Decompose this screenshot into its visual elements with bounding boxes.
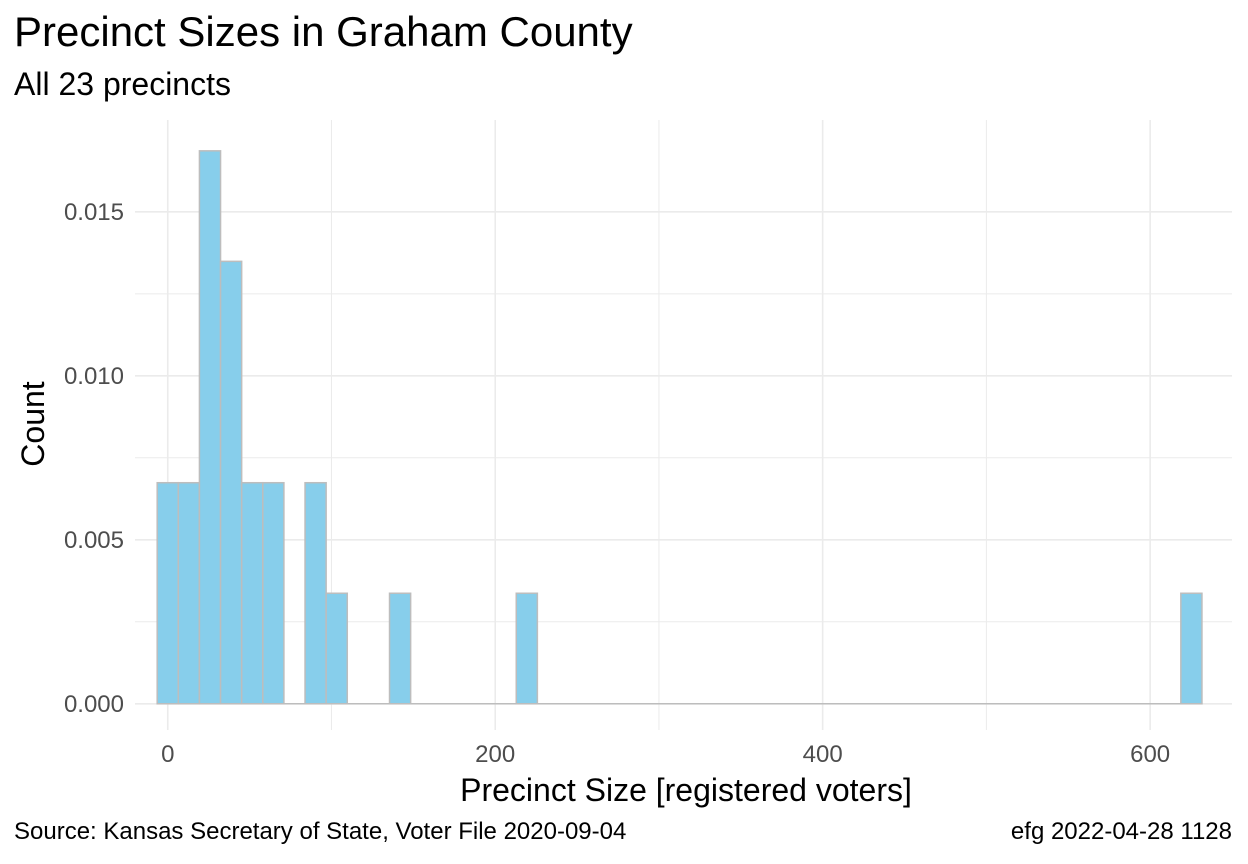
histogram-bar [198, 150, 222, 705]
chart-subtitle: All 23 precincts [14, 66, 231, 102]
y-tick-label: 0.015 [64, 199, 124, 226]
histogram-bar [304, 481, 327, 705]
source-caption: Source: Kansas Secretary of State, Voter… [14, 818, 627, 845]
chart-title: Precinct Sizes in Graham County [14, 8, 633, 55]
histogram-bar [219, 260, 243, 705]
x-tick-label: 200 [475, 741, 515, 768]
axis-ticks: 0 200 400 600 0.000 0.005 0.010 0.015 [64, 199, 1170, 768]
x-tick-label: 600 [1130, 741, 1170, 768]
histogram-bar [1180, 592, 1203, 705]
y-axis-title: Count [15, 381, 51, 467]
histogram-bar [515, 592, 539, 705]
histogram-bar [388, 592, 412, 705]
y-tick-label: 0.000 [64, 691, 124, 718]
x-tick-label: 0 [161, 741, 174, 768]
y-tick-label: 0.005 [64, 527, 124, 554]
x-tick-label: 400 [803, 741, 843, 768]
histogram-bar [262, 481, 285, 705]
author-caption: efg 2022-04-28 1128 [1010, 818, 1232, 845]
histogram-bar [156, 481, 180, 705]
y-tick-label: 0.010 [64, 363, 124, 390]
histogram-bar [177, 481, 201, 705]
histogram-bar [325, 592, 349, 705]
grid-lines [135, 120, 1232, 730]
x-axis-title: Precinct Size [registered voters] [460, 772, 912, 808]
histogram-bars [156, 150, 1203, 705]
histogram-bar [240, 481, 264, 705]
